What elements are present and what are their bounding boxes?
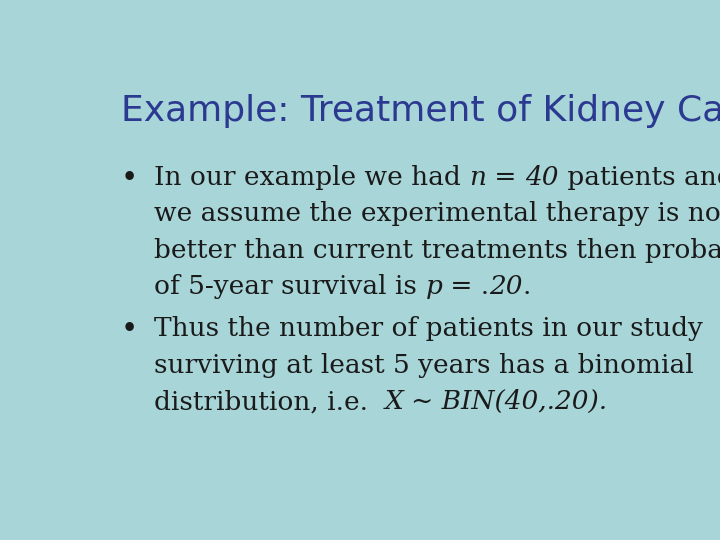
Text: distribution, i.e.: distribution, i.e. bbox=[154, 389, 385, 414]
Text: .: . bbox=[523, 274, 531, 299]
Text: patients and if: patients and if bbox=[559, 165, 720, 190]
Text: = .: = . bbox=[442, 274, 490, 299]
Text: =: = bbox=[486, 165, 525, 190]
Text: In our example we had: In our example we had bbox=[154, 165, 469, 190]
Text: Thus the number of patients in our study: Thus the number of patients in our study bbox=[154, 316, 703, 341]
Text: p: p bbox=[426, 274, 442, 299]
Text: of 5-year survival is: of 5-year survival is bbox=[154, 274, 426, 299]
Text: n: n bbox=[469, 165, 486, 190]
Text: •: • bbox=[121, 165, 138, 193]
Text: we assume the experimental therapy is no: we assume the experimental therapy is no bbox=[154, 201, 720, 226]
Text: 20: 20 bbox=[490, 274, 523, 299]
Text: Example: Treatment of Kidney Cancer: Example: Treatment of Kidney Cancer bbox=[121, 94, 720, 128]
Text: 40: 40 bbox=[525, 165, 559, 190]
Text: surviving at least 5 years has a binomial: surviving at least 5 years has a binomia… bbox=[154, 353, 694, 377]
Text: better than current treatments then probability: better than current treatments then prob… bbox=[154, 238, 720, 263]
Text: X ~ BIN(40,.20).: X ~ BIN(40,.20). bbox=[385, 389, 608, 414]
Text: •: • bbox=[121, 316, 138, 344]
